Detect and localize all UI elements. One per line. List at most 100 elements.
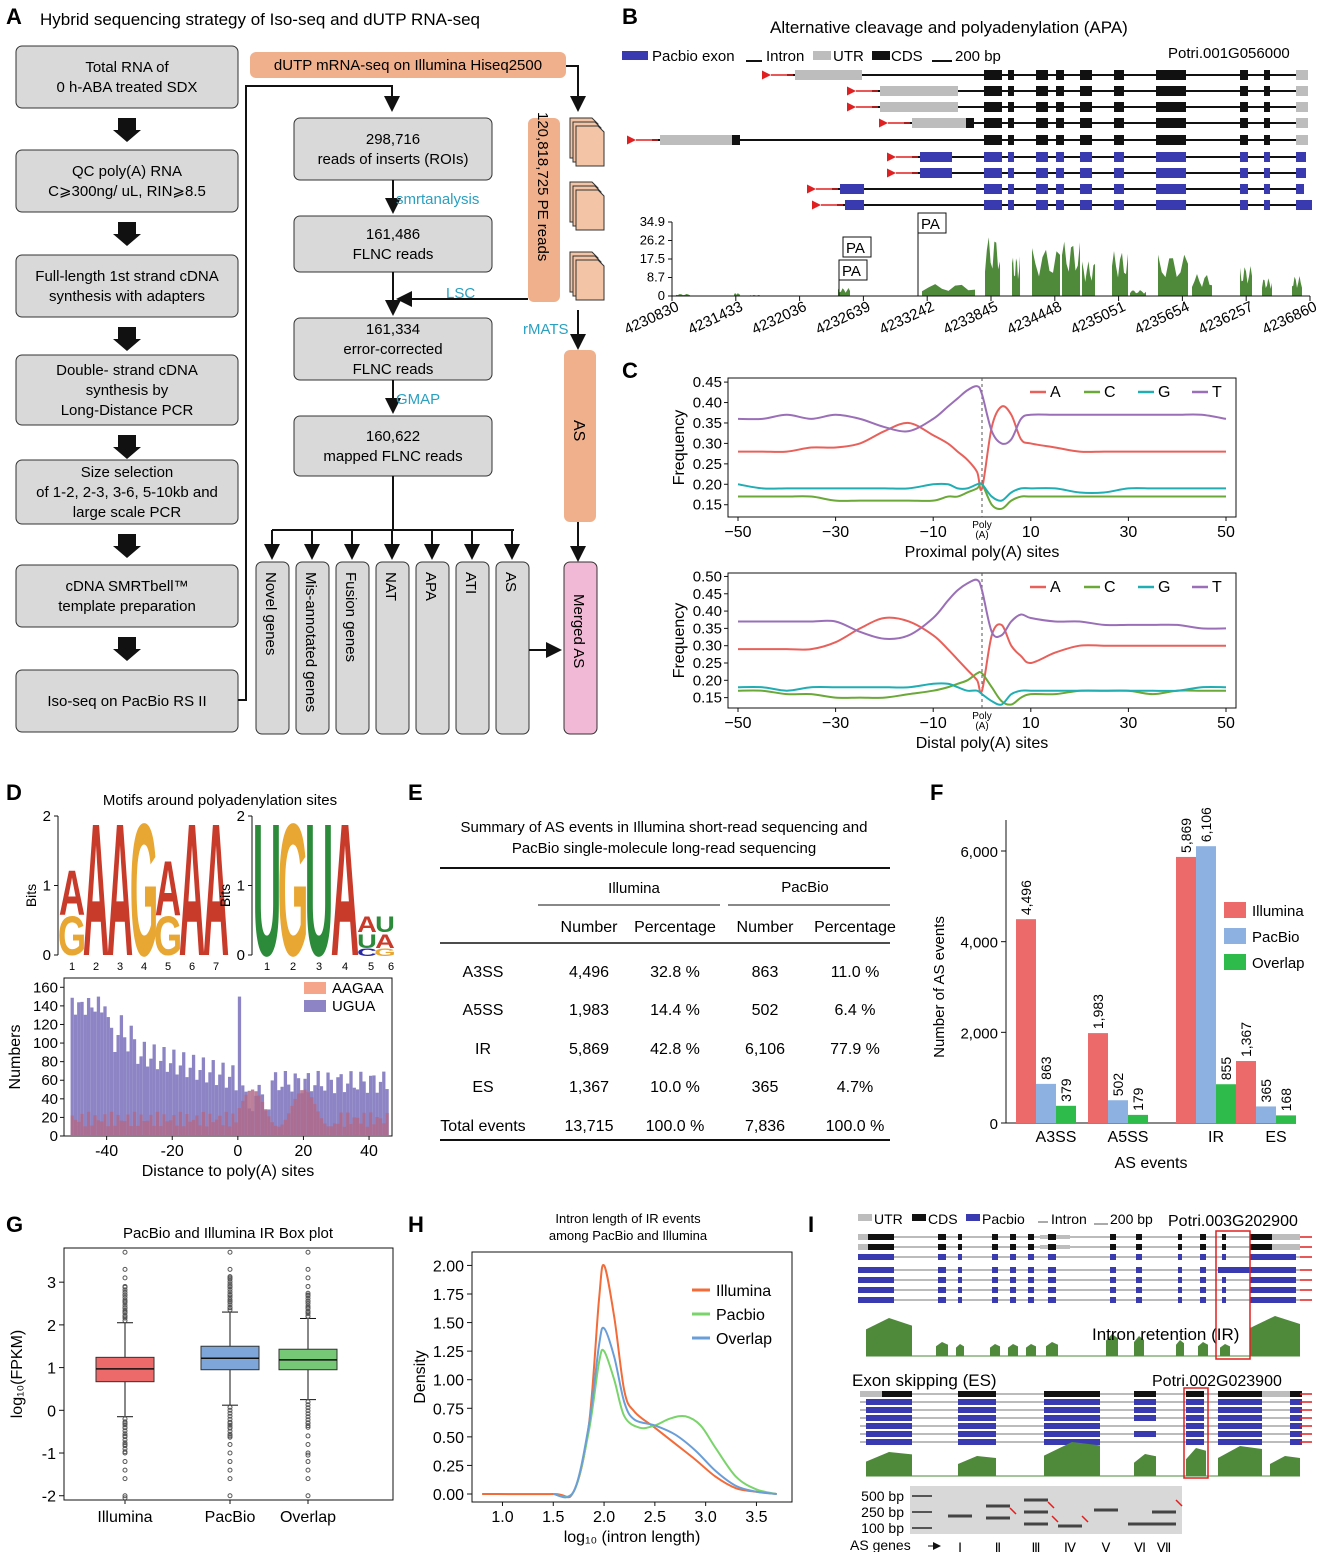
pe-reads-box [528,118,560,302]
y-tick-label: 2.00 [433,1258,464,1275]
coverage-block [1198,1342,1208,1356]
aagaa-bar [208,1113,212,1136]
ugua-bar [319,1086,324,1136]
series-line-A [738,616,1226,694]
y-tick-label: 0.35 [693,620,722,637]
aagaa-bar [132,1111,137,1136]
pacbio-exon [992,1297,998,1303]
ugua-bar [283,1071,288,1136]
ugua-bar [332,1093,337,1136]
pacbio-exon [1218,1399,1262,1405]
utr-exon [858,1234,868,1240]
output-box [455,561,490,735]
aagaa-bar [254,1091,258,1136]
aagaa-bar [326,1126,330,1136]
aagaa-bar [224,1111,228,1136]
ir-box-plot: 3 2 1 0 -1 -2 log₁₀(FPKM) Illumina PacBio Overlap [9,1247,394,1526]
utr-exon [1296,135,1308,145]
pacbio-exon [1186,1415,1204,1421]
gel-band [986,1504,1010,1508]
pacbio-exon [1010,1297,1016,1303]
x-tick-label: −10 [920,524,947,541]
pacbio-exon [1044,1423,1100,1429]
aagaa-bar [382,1123,386,1136]
pacbio-exon [1156,184,1186,194]
legend-label: Pacbio [982,1211,1025,1227]
logo-position: 4 [342,961,348,973]
cds-exon [1222,1234,1226,1240]
legend-label: C [1104,579,1116,596]
pa-label: PA [846,240,865,257]
table-cell: 14.4 % [650,1002,700,1019]
pacbio-exon [1134,1415,1156,1421]
row-label: A5SS [463,1002,504,1019]
workflow-step-text: Total RNA of [85,59,169,76]
aagaa-bar [273,1125,278,1136]
ugua-bar [231,1065,235,1136]
x-tick-label: 4234448 [1004,298,1064,338]
coverage-block [1062,241,1080,296]
workflow-step-text: large scale PCR [73,504,182,521]
ugua-bar [178,1065,183,1136]
pacbio-exon [1110,1277,1116,1283]
outlier-point [122,1467,128,1473]
y-tick-label: 0.30 [693,638,722,655]
coverage-block [1046,1342,1058,1356]
cds-exon [1080,118,1092,128]
pacbio-exon [992,1287,998,1293]
cds-exon [1008,135,1014,145]
x-tick-label: 50 [1217,524,1235,541]
aagaa-bar [300,1090,304,1136]
aagaa-bar [152,1125,156,1136]
aagaa-bar [205,1126,209,1136]
panel-e: E Summary of AS events in Illumina short… [408,780,896,1141]
density-Overlap [553,1326,777,1499]
band-marker [1009,1507,1017,1515]
gel-band [1152,1522,1176,1526]
pacbio-exon [1264,152,1270,162]
gel-band [948,1514,972,1518]
outlier-point [305,1405,311,1411]
ugua-bar [142,1041,146,1136]
ugua-bar [342,1092,347,1136]
poly-a-label: (A) [975,721,988,732]
cds-exon [1156,102,1186,112]
pa-box [838,259,868,281]
aagaa-bar [172,1115,176,1136]
outlier-point [122,1310,128,1316]
cds-exon [1264,135,1270,145]
row-label: ES [472,1079,493,1096]
utr-exon [1272,1234,1300,1240]
cds-exon [1008,102,1014,112]
outlier-point [122,1297,128,1303]
aagaa-bar [296,1093,301,1136]
y-tick-label: 80 [41,1054,58,1071]
aagaa-bar [264,1109,268,1136]
x-axis-label: Distance to poly(A) sites [142,1163,315,1180]
aagaa-bar [126,1114,130,1136]
utr-exon [880,86,958,96]
legend-swatch-pacbio [622,51,648,60]
ugua-bar [375,1092,379,1136]
as-label: AS [570,420,587,441]
outlier-point [122,1459,128,1465]
pacbio-exon [1056,184,1064,194]
cds-exon [992,1234,998,1240]
ugua-bar [237,996,242,1136]
logo-letter: U [375,912,395,937]
legend-swatch-pacbio [966,1214,980,1221]
table-cell: 6.4 % [835,1002,876,1019]
cds-exon [1156,86,1186,96]
aagaa-bar [355,1117,360,1136]
y-tick-label: 1 [47,1361,56,1378]
cds-exon [1218,1391,1262,1397]
aagaa-bar [139,1114,143,1136]
panel-d: D Motifs around polyadenylation sites 2 1… [6,780,396,1180]
pacbio-exon [1200,1287,1206,1293]
aagaa-bar [90,1125,94,1136]
logo-letter: A [107,784,133,995]
ugua-bar [346,1083,350,1136]
legend-swatch [1224,902,1246,918]
down-arrow [113,435,141,459]
pacbio-exon [992,1267,998,1273]
